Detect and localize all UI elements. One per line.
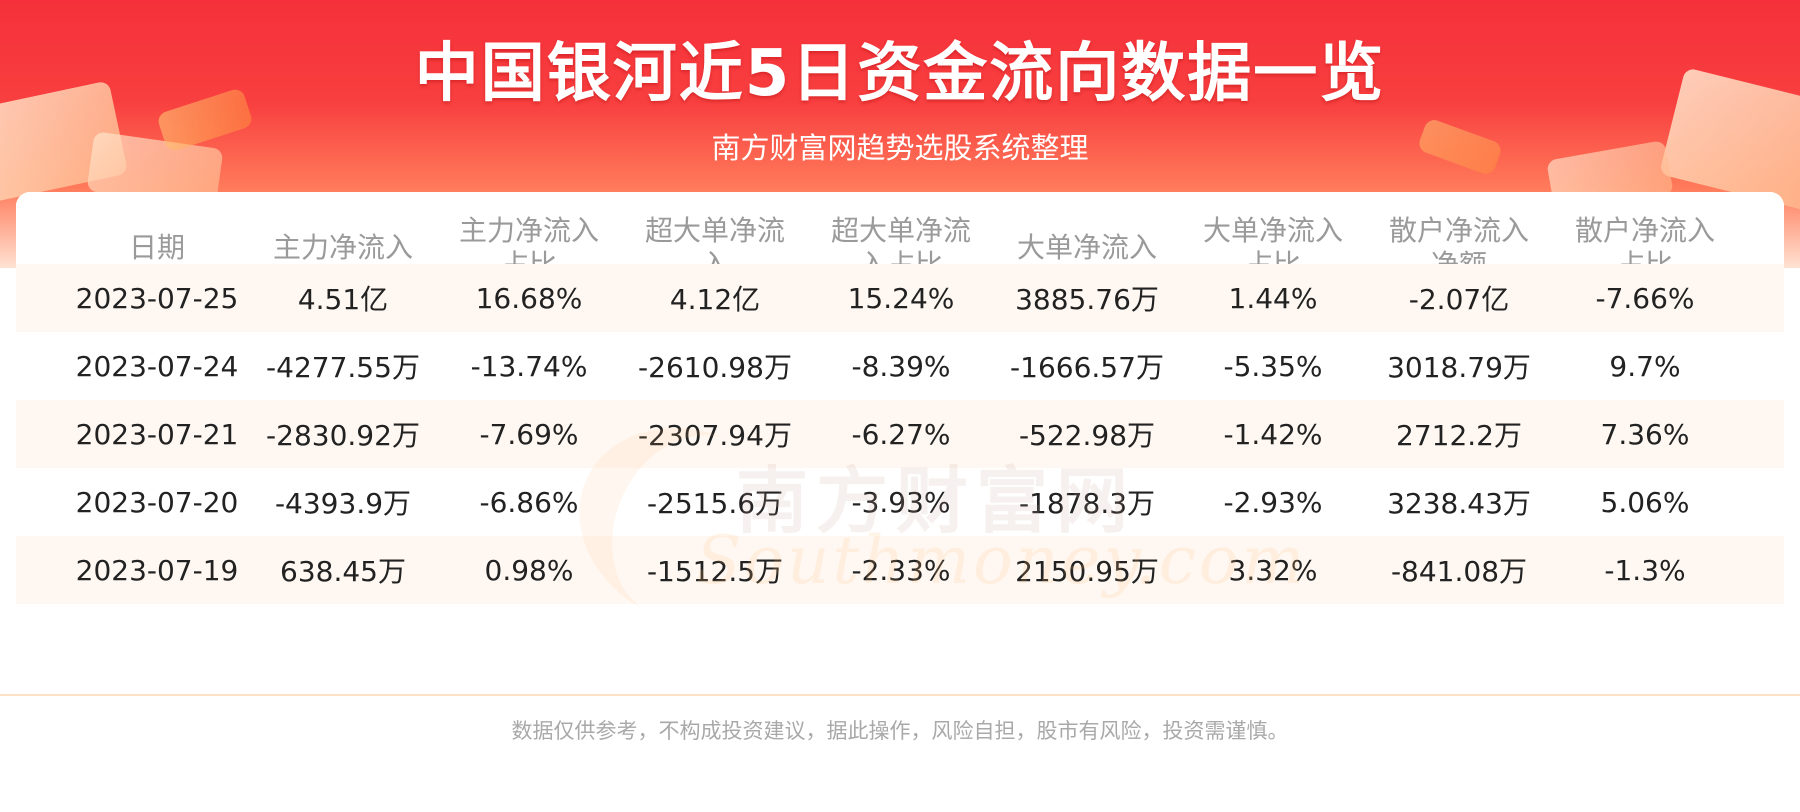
column-header-label: 大单净流入 [1007,231,1167,265]
value-cell: -522.98万 [1018,419,1156,452]
column-header-line: 散户净流入 [1574,214,1715,247]
column-header-label: 日期 [77,231,237,265]
value-cell: -7.66% [1595,281,1695,315]
value-cell: -2610.98万 [638,351,792,384]
column-header: 日期 [64,192,250,304]
value-cell: 16.68% [475,281,583,315]
column-header-label: 主力净流入 [263,231,423,265]
value-cell: -4277.55万 [266,351,420,384]
value-cell: -1512.5万 [646,555,784,588]
date-cell: 2023-07-20 [75,485,239,519]
value-cell: -6.27% [851,417,951,451]
column-header: 主力净流入 [250,192,436,304]
value-cell: -7.69% [479,417,579,451]
table-row: 2023-07-21 -2830.92万 -7.69% -2307.94万 -6.27%… [16,400,1784,468]
column-header-line: 主力净流入 [458,214,599,247]
table-row: 2023-07-19 638.45万 0.98% -1512.5万 -2.33% 2150… [16,536,1784,604]
value-cell: -1.3% [1604,553,1686,587]
value-cell: 7.36% [1600,417,1690,451]
value-cell: -3.93% [851,485,951,519]
value-cell: 3.32% [1228,553,1318,587]
column-header-line: 主力净流入 [272,231,413,264]
value-cell: 3018.79万 [1387,351,1531,384]
column-header-line: 日期 [128,231,185,264]
data-table-card: 日期主力净流入主力净流入占比超大单净流入超大单净流入占比大单净流入大单净流入占比… [16,192,1784,812]
value-cell: -1666.57万 [1010,351,1164,384]
column-header-line: 大单净流入 [1016,231,1157,264]
column-header-line: 大单净流入 [1202,214,1343,247]
value-cell: 2712.2万 [1396,419,1522,452]
footer-divider [0,694,1800,696]
date-cell: 2023-07-24 [75,349,239,383]
value-cell: -841.08万 [1390,555,1528,588]
value-cell: 638.45万 [280,555,406,588]
value-cell: 9.7% [1609,349,1681,383]
table-row: 2023-07-25 4.51亿 16.68% 4.12亿 15.24% 3885.76万… [16,264,1784,332]
disclaimer-text: 数据仅供参考，不构成投资建议，据此操作，风险自担，股市有风险，投资需谨慎。 [511,719,1289,743]
value-cell: -2.93% [1223,485,1323,519]
value-cell: 4.51亿 [297,283,389,316]
page-subtitle: 南方财富网趋势选股系统整理 [711,131,1089,165]
value-cell: -13.74% [470,349,588,383]
value-cell: 4.12亿 [669,283,761,316]
column-header: 大单净流入 [994,192,1180,304]
date-cell: 2023-07-19 [75,553,239,587]
column-header-line: 超大单净流 [644,214,785,247]
value-cell: 1.44% [1228,281,1318,315]
value-cell: 3885.76万 [1015,283,1159,316]
date-cell: 2023-07-21 [75,417,239,451]
value-cell: -2.33% [851,553,951,587]
column-header-line: 超大单净流 [830,214,971,247]
date-cell: 2023-07-25 [75,281,239,315]
value-cell: -2830.92万 [266,419,420,452]
value-cell: -2.07亿 [1408,283,1510,316]
table-row: 2023-07-20 -4393.9万 -6.86% -2515.6万 -3.93% -1… [16,468,1784,536]
value-cell: -1878.3万 [1018,487,1156,520]
value-cell: 5.06% [1600,485,1690,519]
value-cell: 15.24% [847,281,955,315]
value-cell: -5.35% [1223,349,1323,383]
value-cell: -2307.94万 [638,419,792,452]
value-cell: 2150.95万 [1015,555,1159,588]
column-header-line: 散户净流入 [1388,214,1529,247]
table-row: 2023-07-24 -4277.55万 -13.74% -2610.98万 -8.39… [16,332,1784,400]
value-cell: 3238.43万 [1387,487,1531,520]
value-cell: 0.98% [484,553,574,587]
value-cell: -8.39% [851,349,951,383]
value-cell: -4393.9万 [274,487,412,520]
page-title: 中国银河近5日资金流向数据一览 [414,37,1386,111]
value-cell: -2515.6万 [646,487,784,520]
value-cell: -6.86% [479,485,579,519]
value-cell: -1.42% [1223,417,1323,451]
